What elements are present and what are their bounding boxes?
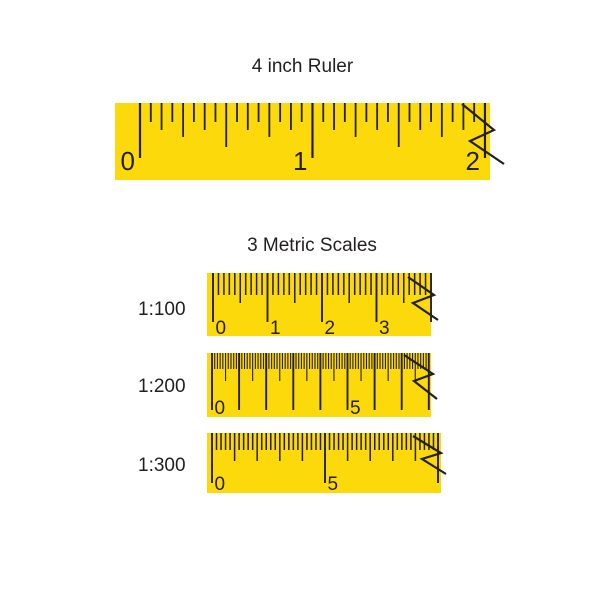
- tick-marks: [212, 273, 432, 322]
- ruler-number: 1: [270, 318, 281, 339]
- ruler-number: 2: [325, 318, 336, 339]
- ruler-number: 3: [379, 318, 390, 339]
- inch-ruler: 0 1 2: [115, 103, 505, 180]
- metric-scales-title: 3 Metric Scales: [247, 235, 377, 256]
- ruler-bar: [207, 353, 431, 417]
- ruler-number: 0: [215, 474, 226, 495]
- scale-ratio-label-200: 1:200: [138, 376, 186, 397]
- scale-ratio-label-100: 1:100: [138, 299, 186, 320]
- ruler-number: 1: [293, 146, 307, 176]
- ruler-number: 0: [121, 146, 135, 176]
- break-zigzag-icon: [412, 435, 447, 475]
- ruler-number: 0: [215, 398, 226, 419]
- break-zigzag-icon: [403, 354, 438, 400]
- metric-scale-ruler-100: 0 1 2 3: [207, 273, 439, 339]
- ruler-number: 0: [216, 318, 227, 339]
- ruler-number: 5: [328, 474, 339, 495]
- ruler-number: 2: [465, 146, 479, 176]
- break-zigzag-icon: [461, 103, 505, 165]
- tick-marks: [138, 103, 487, 158]
- ruler-bar: [207, 273, 431, 336]
- tick-marks: [211, 433, 439, 483]
- ruler-number: 5: [350, 398, 361, 419]
- break-zigzag-icon: [407, 276, 439, 321]
- scale-ratio-label-300: 1:300: [138, 455, 186, 476]
- inch-ruler-title: 4 inch Ruler: [251, 56, 354, 77]
- tick-marks: [211, 353, 430, 410]
